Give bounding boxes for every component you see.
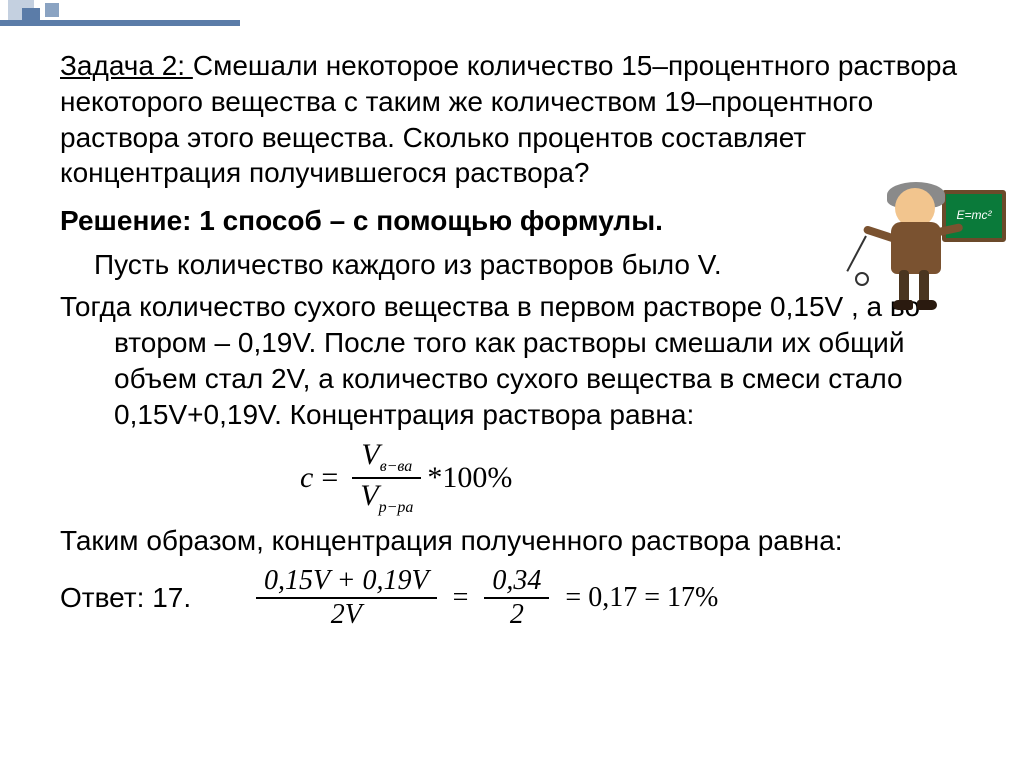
slide-corner-decoration	[0, 0, 240, 30]
formula-den-var: V	[360, 479, 378, 512]
formula-num-var: V	[361, 438, 379, 471]
solution-line-2: Тогда количество сухого вещества в перво…	[60, 289, 970, 432]
teacher-icon: E=mc²	[861, 182, 1006, 322]
problem-statement: Задача 2: Смешали некоторое количество 1…	[60, 48, 970, 191]
chalkboard-text: E=mc²	[946, 194, 1002, 222]
formula-lhs: c	[300, 461, 313, 495]
calc-num2: 0,34	[484, 565, 549, 597]
final-calculation: 0,15V + 0,19V 2V = 0,34 2 = 0,17 = 17%	[250, 565, 728, 631]
calc-den1: 2V	[323, 599, 370, 631]
problem-text: Смешали некоторое количество 15–процентн…	[60, 50, 957, 188]
concentration-formula: c = Vв−ва Vр−ра *100%	[300, 438, 970, 517]
solution-line-1: Пусть количество каждого из растворов бы…	[60, 247, 970, 283]
calc-den2: 2	[502, 599, 532, 631]
slide-content: Задача 2: Смешали некоторое количество 1…	[60, 48, 970, 631]
formula-fraction: Vв−ва Vр−ра	[352, 438, 421, 517]
answer-label: Ответ: 17.	[60, 582, 250, 614]
problem-title: Задача 2:	[60, 50, 193, 81]
calc-num1: 0,15V + 0,19V	[256, 565, 437, 597]
chalkboard-icon: E=mc²	[942, 190, 1006, 242]
formula-equals: =	[321, 461, 338, 495]
calc-tail: = 0,17 = 17%	[565, 582, 718, 614]
solution-heading: Решение: 1 способ – с помощью формулы.	[60, 205, 970, 237]
final-calc-row: Ответ: 17. 0,15V + 0,19V 2V = 0,34 2 = 0…	[60, 565, 970, 631]
formula-den-sub: р−ра	[379, 499, 414, 516]
solution-line-3: Таким образом, концентрация полученного …	[60, 523, 970, 559]
formula-num-sub: в−ва	[380, 458, 413, 475]
formula-mult: *100%	[427, 461, 512, 495]
